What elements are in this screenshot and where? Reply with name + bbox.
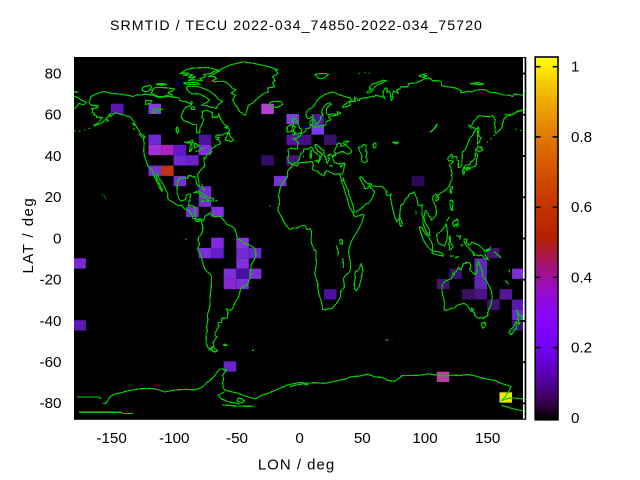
svg-text:40: 40 [45,148,62,165]
svg-text:100: 100 [412,430,437,447]
svg-text:-100: -100 [159,430,189,447]
svg-text:80: 80 [45,65,62,82]
svg-text:-150: -150 [96,430,126,447]
svg-text:50: 50 [354,430,371,447]
svg-text:0: 0 [53,230,61,247]
svg-text:0.6: 0.6 [571,199,592,216]
svg-text:0.4: 0.4 [571,269,592,286]
svg-text:0: 0 [295,430,303,447]
svg-text:LAT / deg: LAT / deg [20,197,37,274]
svg-text:0: 0 [571,410,579,427]
svg-text:0.2: 0.2 [571,340,592,357]
svg-text:20: 20 [45,189,62,206]
svg-text:LON / deg: LON / deg [258,456,335,473]
svg-text:-80: -80 [40,395,62,412]
svg-text:-60: -60 [40,354,62,371]
svg-text:0.8: 0.8 [571,129,592,146]
svg-text:150: 150 [475,430,500,447]
svg-text:-40: -40 [40,313,62,330]
svg-text:60: 60 [45,107,62,124]
svg-text:-50: -50 [226,430,248,447]
svg-text:-20: -20 [40,272,62,289]
svg-text:1: 1 [571,59,579,76]
svg-text:SRMTID / TECU 2022-034_74850-2: SRMTID / TECU 2022-034_74850-2022-034_75… [110,18,483,34]
